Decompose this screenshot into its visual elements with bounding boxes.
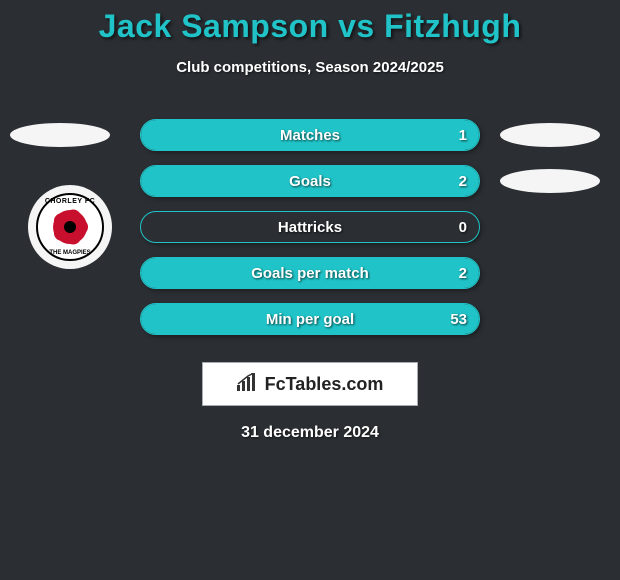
subtitle: Club competitions, Season 2024/2025: [0, 59, 620, 76]
brand-box: FcTables.com: [202, 362, 418, 406]
stat-right-value: 0: [459, 212, 467, 242]
brand-text: FcTables.com: [265, 374, 384, 395]
stat-bar-fill: [141, 166, 479, 196]
stat-bar: Min per goal53: [140, 303, 480, 335]
stat-bar-fill: [141, 258, 479, 288]
player-left-ellipse: [10, 123, 110, 147]
stat-bar: Matches1: [140, 119, 480, 151]
stat-bar: Goals per match2: [140, 257, 480, 289]
stat-bar-fill: [141, 304, 479, 334]
player-right-ellipse: [500, 169, 600, 193]
stat-row: Matches1: [0, 112, 620, 158]
stat-row: CHORLEY FC THE MAGPIES Hattricks0: [0, 204, 620, 250]
brand-chart-icon: [237, 373, 259, 396]
player-right-ellipse: [500, 123, 600, 147]
stat-row: Goals per match2: [0, 250, 620, 296]
stat-bar: Goals2: [140, 165, 480, 197]
infographic-container: Jack Sampson vs Fitzhugh Club competitio…: [0, 0, 620, 442]
stat-label: Hattricks: [141, 212, 479, 242]
badge-top-text: CHORLEY FC: [38, 198, 102, 205]
stat-bar-fill: [141, 120, 479, 150]
stats-region: Matches1 Goals2 CHORLEY FC THE MAGPIES Ha…: [0, 112, 620, 342]
date-text: 31 december 2024: [0, 424, 620, 442]
stat-bar: Hattricks0: [140, 211, 480, 243]
badge-rose-icon: [53, 210, 87, 244]
page-title: Jack Sampson vs Fitzhugh: [0, 8, 620, 45]
stat-row: Min per goal53: [0, 296, 620, 342]
